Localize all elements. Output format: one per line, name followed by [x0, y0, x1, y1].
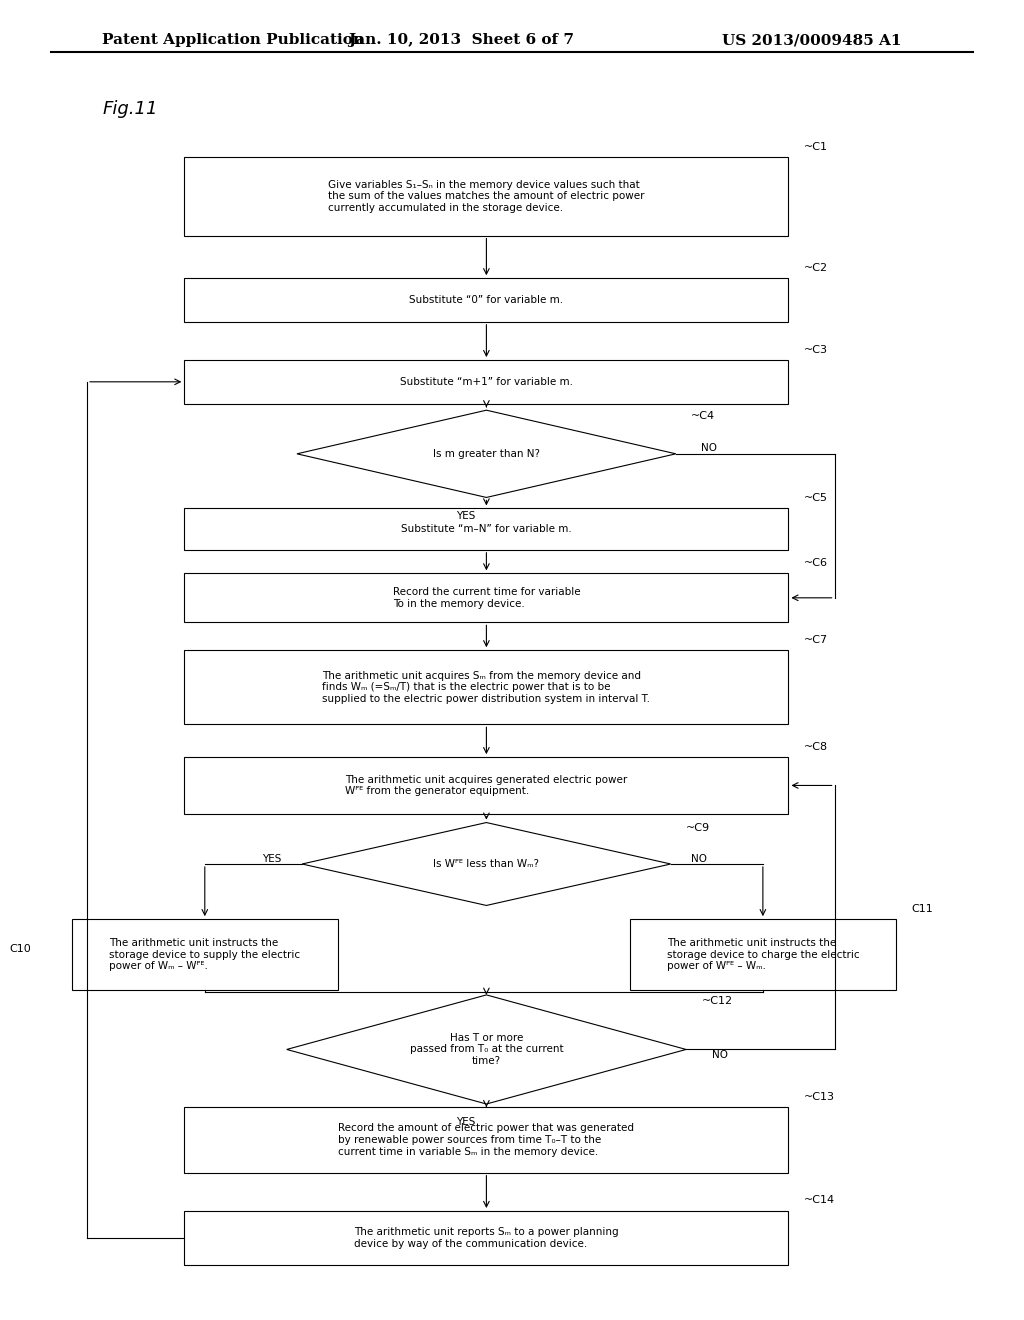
- Polygon shape: [287, 995, 686, 1104]
- Text: Give variables S₁–Sₙ in the memory device values such that
the sum of the values: Give variables S₁–Sₙ in the memory devic…: [328, 180, 645, 213]
- FancyBboxPatch shape: [72, 919, 338, 990]
- Text: YES: YES: [457, 511, 475, 520]
- Text: Substitute “m+1” for variable m.: Substitute “m+1” for variable m.: [400, 376, 572, 387]
- Text: Fig.11: Fig.11: [102, 100, 158, 119]
- Text: ~C6: ~C6: [804, 558, 827, 568]
- Text: Patent Application Publication: Patent Application Publication: [102, 33, 365, 48]
- FancyBboxPatch shape: [184, 1210, 788, 1266]
- Text: ~C1: ~C1: [804, 141, 827, 152]
- Text: NO: NO: [712, 1049, 728, 1060]
- Text: Is m greater than N?: Is m greater than N?: [433, 449, 540, 459]
- Text: ~C9: ~C9: [686, 824, 711, 833]
- FancyBboxPatch shape: [184, 651, 788, 725]
- Text: ~C13: ~C13: [804, 1092, 835, 1102]
- Text: Record the amount of electric power that was generated
by renewable power source: Record the amount of electric power that…: [338, 1123, 635, 1156]
- Text: C11: C11: [911, 904, 933, 913]
- Text: The arithmetic unit reports Sₘ to a power planning
device by way of the communic: The arithmetic unit reports Sₘ to a powe…: [354, 1228, 618, 1249]
- Text: ~C3: ~C3: [804, 345, 827, 355]
- Polygon shape: [297, 411, 676, 498]
- FancyBboxPatch shape: [184, 360, 788, 404]
- Text: ~C12: ~C12: [701, 995, 732, 1006]
- Text: US 2013/0009485 A1: US 2013/0009485 A1: [722, 33, 901, 48]
- Text: Jan. 10, 2013  Sheet 6 of 7: Jan. 10, 2013 Sheet 6 of 7: [348, 33, 573, 48]
- Text: ~C7: ~C7: [804, 635, 828, 644]
- Text: Is Wᴾᴱ less than Wₘ?: Is Wᴾᴱ less than Wₘ?: [433, 859, 540, 869]
- Text: Substitute “0” for variable m.: Substitute “0” for variable m.: [410, 294, 563, 305]
- Text: Substitute “m–N” for variable m.: Substitute “m–N” for variable m.: [401, 524, 571, 535]
- Text: ~C14: ~C14: [804, 1196, 835, 1205]
- FancyBboxPatch shape: [184, 758, 788, 814]
- FancyBboxPatch shape: [184, 573, 788, 622]
- FancyBboxPatch shape: [630, 919, 896, 990]
- Text: The arithmetic unit acquires Sₘ from the memory device and
finds Wₘ (=Sₘ/T) that: The arithmetic unit acquires Sₘ from the…: [323, 671, 650, 704]
- FancyBboxPatch shape: [184, 279, 788, 322]
- Text: NO: NO: [691, 854, 708, 863]
- Text: The arithmetic unit acquires generated electric power
Wᴾᴱ from the generator equ: The arithmetic unit acquires generated e…: [345, 775, 628, 796]
- Text: YES: YES: [262, 854, 282, 863]
- Text: The arithmetic unit instructs the
storage device to supply the electric
power of: The arithmetic unit instructs the storag…: [110, 939, 300, 972]
- Text: Record the current time for variable
To in the memory device.: Record the current time for variable To …: [392, 587, 581, 609]
- Text: NO: NO: [701, 444, 718, 453]
- Text: ~C5: ~C5: [804, 492, 827, 503]
- Polygon shape: [302, 822, 671, 906]
- Text: YES: YES: [457, 1117, 475, 1127]
- Text: The arithmetic unit instructs the
storage device to charge the electric
power of: The arithmetic unit instructs the storag…: [667, 939, 859, 972]
- FancyBboxPatch shape: [184, 508, 788, 550]
- Text: ~C8: ~C8: [804, 742, 828, 751]
- Text: Has T or more
passed from T₀ at the current
time?: Has T or more passed from T₀ at the curr…: [410, 1032, 563, 1067]
- Text: C10: C10: [9, 944, 31, 954]
- Text: ~C4: ~C4: [691, 411, 716, 421]
- FancyBboxPatch shape: [184, 157, 788, 236]
- Text: ~C2: ~C2: [804, 263, 828, 273]
- FancyBboxPatch shape: [184, 1107, 788, 1172]
